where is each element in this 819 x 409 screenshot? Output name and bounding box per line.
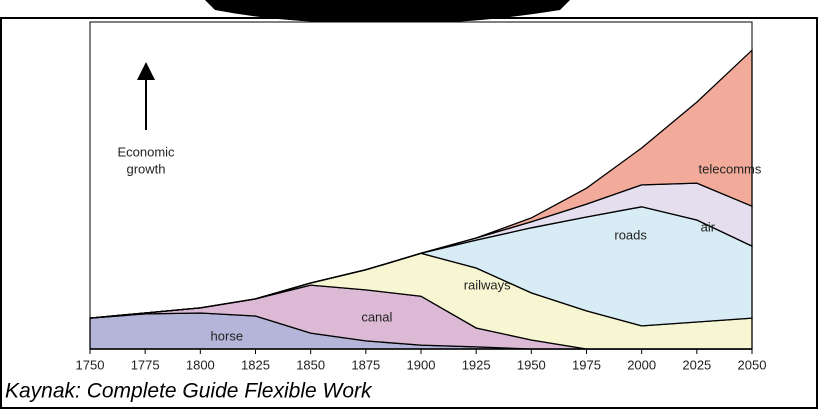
x-tick-label: 2025 bbox=[682, 357, 711, 372]
series-label: roads bbox=[614, 227, 647, 242]
series-label: horse bbox=[211, 328, 244, 343]
annotation: Economic bbox=[117, 144, 175, 159]
x-tick-label: 1800 bbox=[186, 357, 215, 372]
x-tick-label: 1950 bbox=[517, 357, 546, 372]
area bbox=[89, 48, 753, 319]
arrow-head bbox=[137, 62, 155, 80]
source: Kaynak: Complete Guide Flexible Work bbox=[5, 380, 373, 403]
series-label: telecomms bbox=[699, 162, 762, 177]
annotation: growth bbox=[126, 161, 165, 176]
x-tick-label: 1975 bbox=[572, 357, 601, 372]
series-label: canal bbox=[361, 310, 392, 325]
x-tick-label: 1750 bbox=[76, 357, 105, 372]
series-label: air bbox=[701, 220, 716, 235]
x-tick-label: 1775 bbox=[131, 357, 160, 372]
top-shape bbox=[205, 0, 570, 23]
series-label: railways bbox=[464, 277, 511, 292]
x-tick-label: 1875 bbox=[351, 357, 380, 372]
x-tick-label: 2050 bbox=[738, 357, 767, 372]
x-tick-label: 2000 bbox=[627, 357, 656, 372]
x-tick-label: 1900 bbox=[407, 357, 436, 372]
x-tick-label: 1825 bbox=[241, 357, 270, 372]
x-tick-label: 1850 bbox=[296, 357, 325, 372]
x-tick-label: 1925 bbox=[462, 357, 491, 372]
